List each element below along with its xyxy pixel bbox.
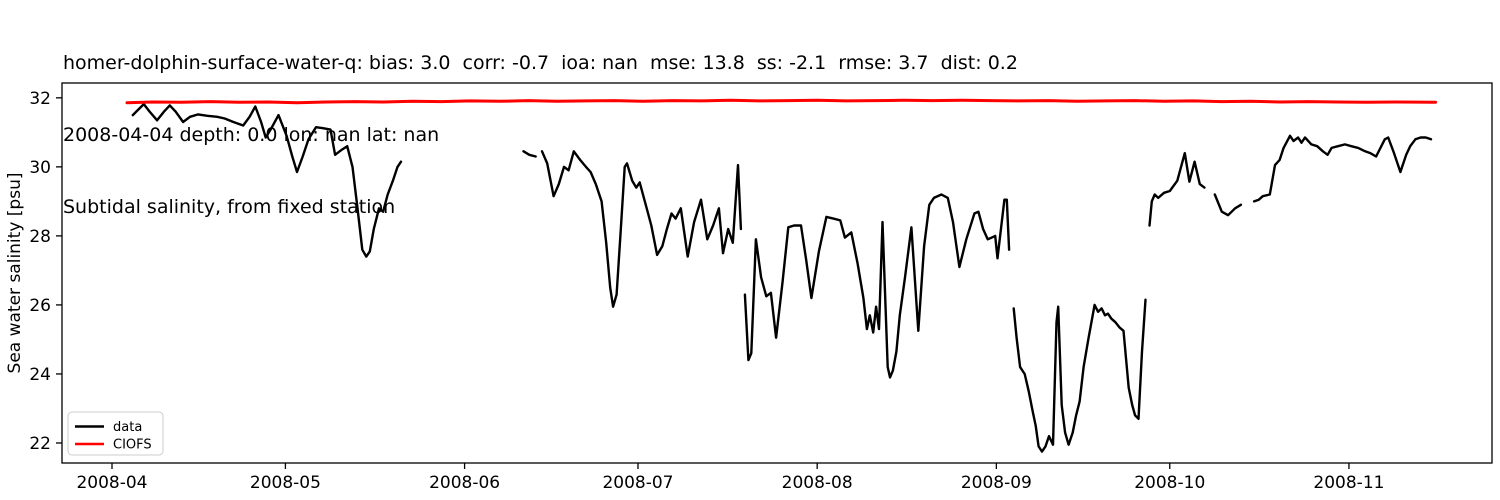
x-tick-label: 2008-09 <box>961 473 1032 493</box>
x-tick-label: 2008-07 <box>602 473 673 493</box>
y-tick-label: 28 <box>29 227 51 247</box>
y-tick-label: 22 <box>29 434 51 454</box>
legend: data CIOFS <box>67 411 164 456</box>
y-axis-label: Sea water salinity [psu] <box>5 173 25 374</box>
title-desc-line: Subtidal salinity, from fixed station <box>63 196 396 218</box>
x-tick-label: 2008-06 <box>429 473 500 493</box>
x-tick-label: 2008-04 <box>76 473 147 493</box>
x-tick-label: 2008-11 <box>1313 473 1384 493</box>
title-meta-line: 2008-04-04 depth: 0.0 lon: nan lat: nan <box>63 124 440 146</box>
y-tick-label: 30 <box>29 158 51 178</box>
series-path-CIOFS <box>125 98 1438 105</box>
series-lines <box>125 98 1438 453</box>
legend-label-ciofs: CIOFS <box>113 438 152 453</box>
axes-frame <box>61 82 1493 464</box>
x-axis-ticks: 2008-04 2008-05 2008-06 2008-07 2008-08 2008-… <box>76 463 1384 493</box>
title-stats-line: homer-dolphin-surface-water-q: bias: 3.0… <box>63 52 1018 74</box>
y-tick-label: 26 <box>29 296 51 316</box>
y-tick-label: 24 <box>29 365 51 385</box>
y-axis-ticks: 22 24 26 28 30 32 <box>29 89 62 454</box>
x-tick-label: 2008-08 <box>782 473 853 493</box>
x-tick-label: 2008-05 <box>250 473 321 493</box>
x-tick-label: 2008-10 <box>1134 473 1205 493</box>
y-tick-label: 32 <box>29 89 51 109</box>
series-path-data <box>131 102 1433 453</box>
plot-title: homer-dolphin-surface-water-q: bias: 3.0… <box>63 3 1018 267</box>
legend-label-data: data <box>113 420 142 435</box>
